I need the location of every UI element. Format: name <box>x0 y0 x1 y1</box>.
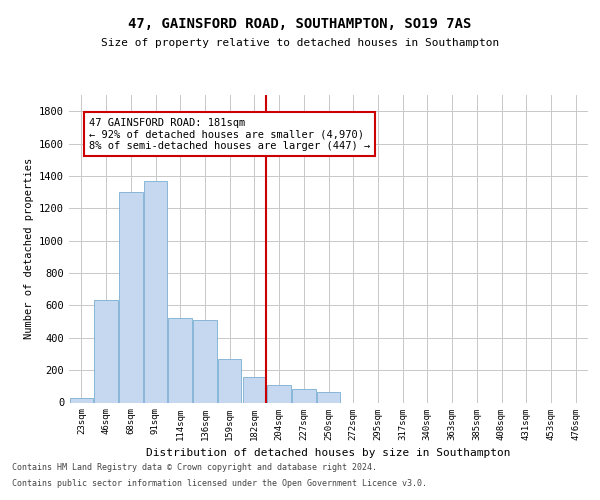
Text: Size of property relative to detached houses in Southampton: Size of property relative to detached ho… <box>101 38 499 48</box>
Text: Contains HM Land Registry data © Crown copyright and database right 2024.: Contains HM Land Registry data © Crown c… <box>12 464 377 472</box>
Text: Contains public sector information licensed under the Open Government Licence v3: Contains public sector information licen… <box>12 478 427 488</box>
Bar <box>317 392 340 402</box>
Bar <box>193 320 217 402</box>
Bar <box>94 300 118 403</box>
Bar <box>218 359 241 403</box>
Bar <box>292 388 316 402</box>
Bar <box>119 192 143 402</box>
Y-axis label: Number of detached properties: Number of detached properties <box>23 158 34 340</box>
Bar <box>242 378 266 402</box>
Text: 47 GAINSFORD ROAD: 181sqm
← 92% of detached houses are smaller (4,970)
8% of sem: 47 GAINSFORD ROAD: 181sqm ← 92% of detac… <box>89 118 370 151</box>
Bar <box>70 398 93 402</box>
X-axis label: Distribution of detached houses by size in Southampton: Distribution of detached houses by size … <box>146 448 511 458</box>
Bar <box>144 181 167 402</box>
Text: 47, GAINSFORD ROAD, SOUTHAMPTON, SO19 7AS: 47, GAINSFORD ROAD, SOUTHAMPTON, SO19 7A… <box>128 18 472 32</box>
Bar <box>268 384 291 402</box>
Bar <box>169 318 192 402</box>
